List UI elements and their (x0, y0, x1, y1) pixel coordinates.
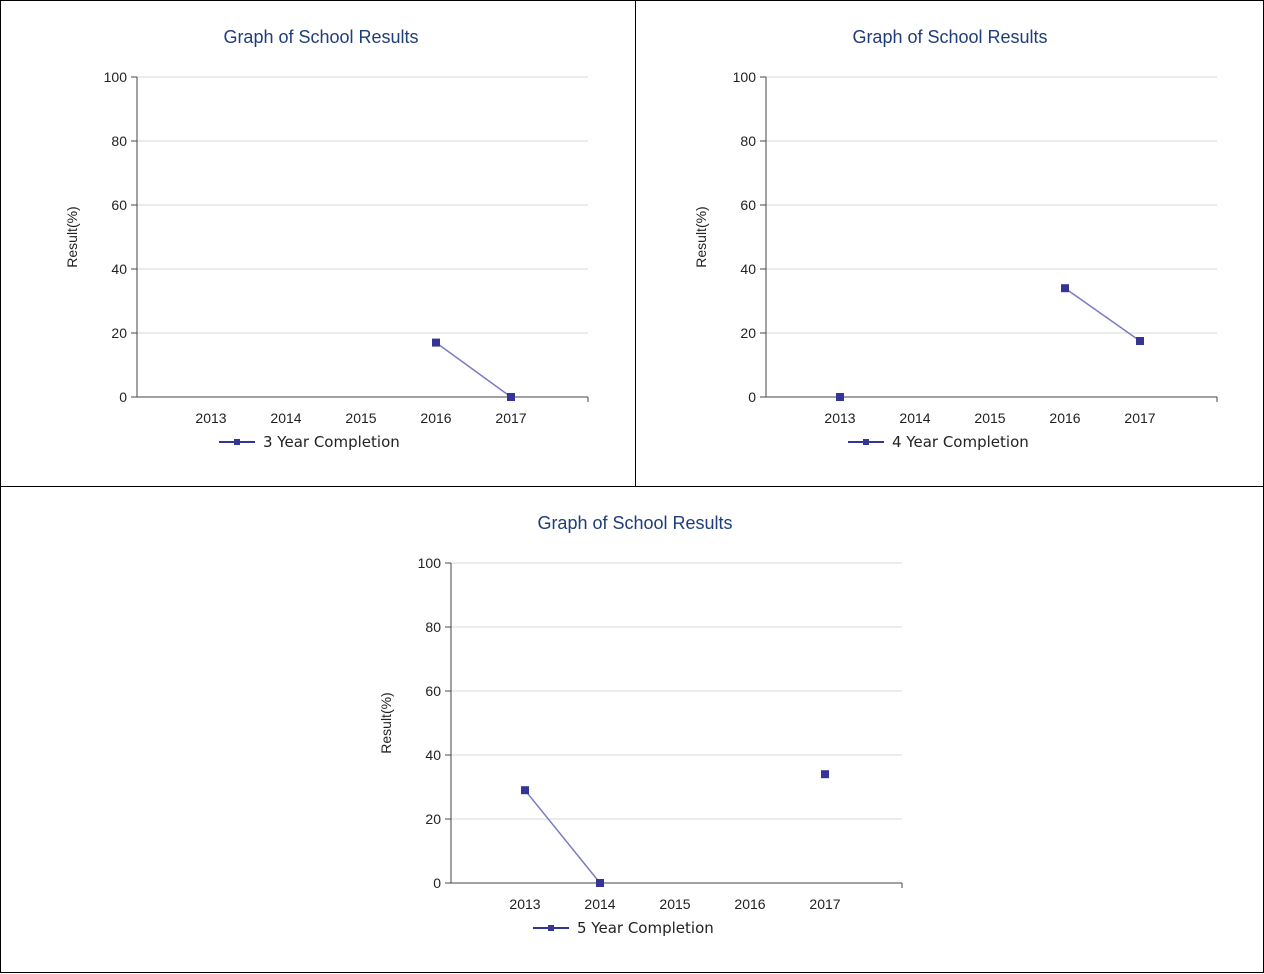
y-tick-label: 80 (740, 133, 756, 149)
data-point (521, 786, 529, 795)
chart-5-year-completion: Graph of School Results 0 20 40 60 80 100 2013 2… (378, 513, 903, 937)
x-tick-label: 2015 (659, 896, 690, 912)
y-tick-label: 80 (425, 619, 441, 635)
y-axis-title: Result(%) (378, 692, 394, 753)
data-point (1061, 284, 1069, 293)
series-line-segment (524, 789, 601, 884)
x-tick-label: 2013 (195, 410, 226, 426)
legend-label: 5 Year Completion (577, 919, 714, 937)
series-line-segment (435, 341, 512, 398)
chart-panel-4-year: Graph of School Results 0 20 40 60 80 100 2013 2… (635, 0, 1264, 487)
y-tick-label: 0 (119, 389, 127, 405)
x-tick-label: 2014 (584, 896, 615, 912)
y-tick-label: 40 (740, 261, 756, 277)
data-point (507, 393, 515, 401)
y-axis-title: Result(%) (693, 206, 709, 267)
y-tick-label: 100 (733, 69, 757, 85)
chart-panel-5-year: Graph of School Results 0 20 40 60 80 100 2013 2… (0, 486, 1264, 973)
x-tick-label: 2014 (899, 410, 930, 426)
y-tick-label: 60 (740, 197, 756, 213)
y-tick-label: 20 (111, 325, 127, 341)
y-tick-label: 60 (425, 683, 441, 699)
x-tick-label: 2014 (270, 410, 301, 426)
x-tick-label: 2016 (1049, 410, 1080, 426)
y-tick-label: 40 (111, 261, 127, 277)
legend-label: 3 Year Completion (263, 433, 400, 451)
chart-title: Graph of School Results (852, 27, 1047, 47)
data-point (821, 770, 829, 779)
chart-title: Graph of School Results (223, 27, 418, 47)
y-tick-label: 0 (433, 875, 441, 891)
y-axis-title: Result(%) (64, 206, 80, 267)
chart-3-year-completion: Graph of School Results 0 20 40 60 80 100 2013 2… (64, 27, 589, 451)
y-tick-label: 100 (418, 555, 442, 571)
y-tick-label: 0 (748, 389, 756, 405)
chart-title: Graph of School Results (537, 513, 732, 533)
y-tick-label: 40 (425, 747, 441, 763)
y-tick-label: 80 (111, 133, 127, 149)
x-tick-label: 2015 (974, 410, 1005, 426)
legend-marker (863, 439, 869, 445)
x-tick-label: 2016 (734, 896, 765, 912)
x-tick-label: 2015 (345, 410, 376, 426)
y-tick-label: 100 (104, 69, 128, 85)
y-tick-label: 60 (111, 197, 127, 213)
data-point (836, 393, 844, 401)
x-tick-label: 2013 (509, 896, 540, 912)
legend-label: 4 Year Completion (892, 433, 1029, 451)
x-tick-label: 2016 (420, 410, 451, 426)
y-tick-label: 20 (425, 811, 441, 827)
series-line-segment (1064, 287, 1141, 342)
x-tick-label: 2013 (824, 410, 855, 426)
x-tick-label: 2017 (809, 896, 840, 912)
chart-4-year-completion: Graph of School Results 0 20 40 60 80 100 2013 2… (693, 27, 1218, 451)
x-tick-label: 2017 (495, 410, 526, 426)
chart-panel-3-year: Graph of School Results 0 20 40 60 80 100 2013 2… (0, 0, 636, 487)
x-tick-label: 2017 (1124, 410, 1155, 426)
data-point (1136, 337, 1144, 345)
legend-marker (234, 439, 240, 445)
data-point (432, 338, 440, 347)
data-point (596, 879, 604, 887)
y-tick-label: 20 (740, 325, 756, 341)
legend-marker (548, 925, 554, 931)
